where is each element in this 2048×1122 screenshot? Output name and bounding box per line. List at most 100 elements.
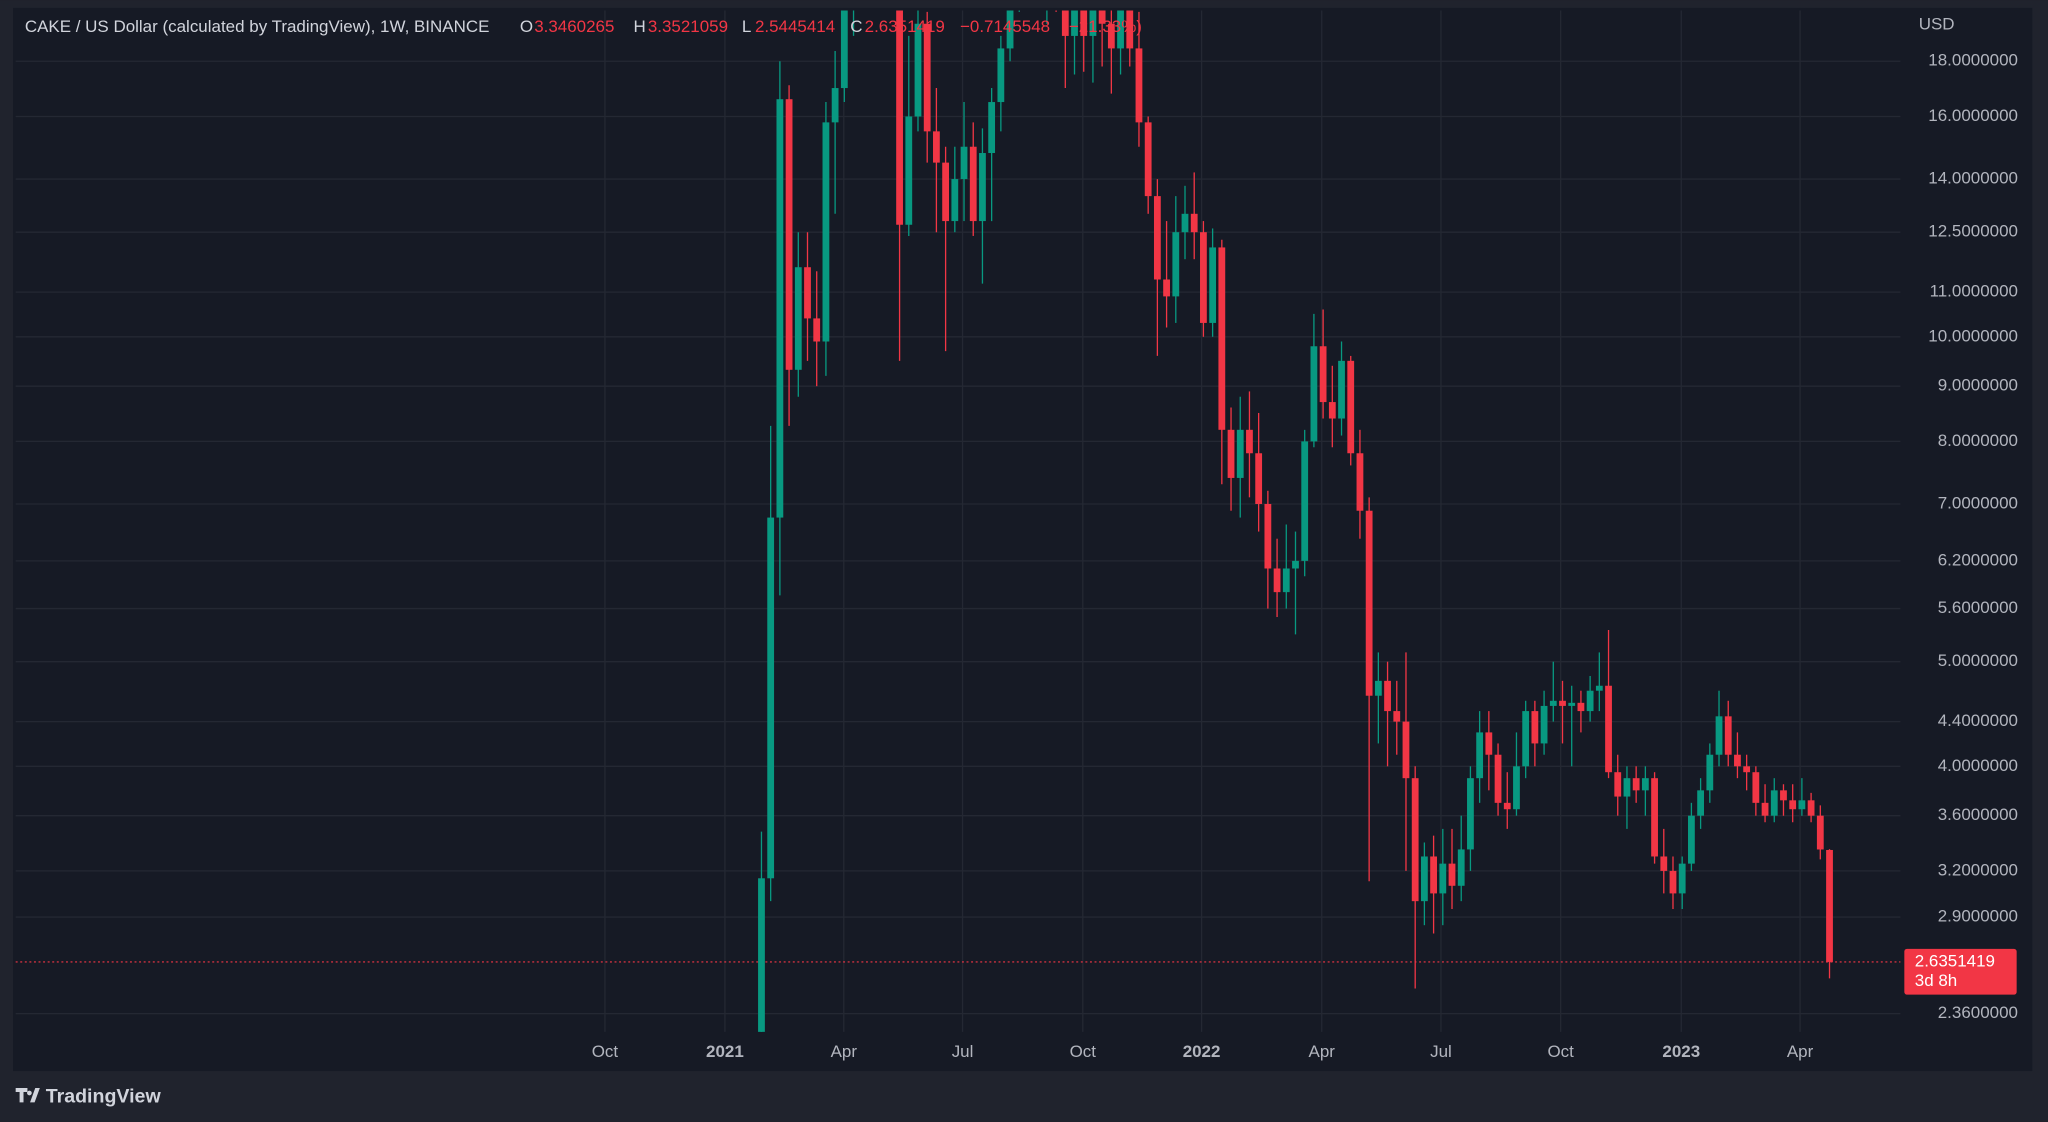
candle-body — [1798, 800, 1806, 810]
header: CAKE / US Dollar (calculated by TradingV… — [25, 17, 1142, 36]
y-tick-label: 3.6000000 — [1938, 805, 2018, 824]
currency-label: USD — [1919, 14, 1955, 33]
candle-body — [1577, 702, 1585, 712]
candle-body — [822, 122, 830, 342]
legend-open: 3.3460265 — [534, 17, 614, 36]
candle-body — [942, 162, 950, 222]
y-tick-label: 3.2000000 — [1938, 860, 2018, 879]
y-tick-label: 5.0000000 — [1938, 651, 2018, 670]
y-tick-label: 6.2000000 — [1938, 550, 2018, 569]
candle-body — [1227, 429, 1235, 478]
candle-body — [1549, 700, 1557, 706]
candle-body — [1807, 800, 1815, 816]
candle-body — [1697, 790, 1705, 816]
y-tick-label: 2.3600000 — [1938, 1003, 2018, 1022]
candle-body — [1678, 863, 1686, 894]
y-tick-label: 11.0000000 — [1930, 282, 2018, 301]
logo-icon — [15, 1088, 40, 1103]
y-tick-label: 9.0000000 — [1938, 376, 2018, 395]
candle-body — [1513, 766, 1520, 810]
y-tick-label: 4.4000000 — [1938, 711, 2018, 730]
candle-body — [1319, 346, 1327, 403]
candle-body — [1365, 510, 1373, 696]
candle-body — [1246, 429, 1253, 454]
last-price-box — [1904, 948, 2017, 995]
candle-body — [1347, 360, 1355, 454]
candle-body — [1476, 732, 1484, 779]
candle-body — [1411, 778, 1419, 902]
candle-body — [1153, 196, 1161, 280]
y-tick-label: 16.0000000 — [1928, 106, 2018, 125]
candle-body — [1688, 815, 1695, 864]
candle-body — [1734, 754, 1741, 767]
candle-body — [1181, 213, 1189, 233]
y-tick-label: 12.5000000 — [1928, 222, 2018, 241]
candle-body — [1089, 10, 1097, 36]
candle-body — [1218, 247, 1226, 430]
candle-body — [1531, 711, 1539, 744]
candle-body — [776, 99, 784, 518]
candle-body — [1071, 10, 1078, 36]
candle-body — [831, 88, 839, 123]
candle-body — [1623, 778, 1631, 797]
candle-body — [1467, 778, 1474, 850]
candle-body — [1586, 690, 1594, 712]
y-tick-label: 2.9000000 — [1938, 907, 2018, 926]
candle-body — [1743, 766, 1751, 773]
candle-body — [1144, 122, 1152, 197]
x-tick-label: 2022 — [1183, 1042, 1221, 1061]
candle-body — [905, 116, 913, 225]
candles — [758, 10, 1833, 1032]
candle-body — [1006, 10, 1014, 49]
candle-body — [1273, 568, 1281, 593]
candle-body — [1209, 247, 1217, 323]
candle-body — [758, 878, 765, 1032]
candle-body — [1439, 863, 1447, 894]
x-tick-label: Jul — [1430, 1042, 1452, 1061]
legend-high: 3.3521059 — [648, 17, 728, 36]
candle-body — [1126, 10, 1134, 49]
legend-change-percent: (−21.33%) — [1063, 17, 1142, 36]
legend-close: 2.6351419 — [865, 17, 945, 36]
candle-body — [1236, 429, 1244, 478]
candle-body — [1641, 778, 1649, 791]
candle-body — [767, 517, 775, 879]
logo-text: TradingView — [46, 1085, 162, 1107]
candle-body — [1107, 23, 1115, 49]
legend-label: O — [520, 17, 533, 36]
legend-label: L — [742, 17, 751, 36]
candle-body — [1200, 232, 1207, 323]
candle-body — [1816, 815, 1824, 850]
candle-body — [1117, 10, 1124, 49]
candle-body — [997, 48, 1005, 103]
candle-body — [1752, 772, 1760, 803]
candle-body — [1568, 702, 1576, 706]
candle-body — [1540, 705, 1548, 744]
candle-body — [1328, 402, 1336, 419]
candle-body — [1374, 680, 1382, 696]
candle-body — [1614, 772, 1622, 797]
candle-body — [1660, 856, 1668, 871]
legend-label: H — [633, 17, 645, 36]
x-tick-label: Apr — [831, 1042, 858, 1061]
candle-body — [1384, 680, 1391, 712]
candle-body — [1255, 453, 1263, 504]
x-tick-label: 2021 — [706, 1042, 744, 1061]
candle-body — [1135, 48, 1143, 123]
candle-body — [1595, 685, 1603, 691]
axes: USD 18.0000000 16.0000000 14.0000000 12.500… — [592, 14, 2018, 1061]
candle-body — [1457, 849, 1465, 886]
x-tick-label: Apr — [1309, 1042, 1336, 1061]
candle-body — [1190, 213, 1198, 233]
candle-body — [1485, 732, 1493, 755]
candle-body — [1789, 800, 1797, 810]
candle-body — [1770, 790, 1778, 816]
y-tick-label: 8.0000000 — [1938, 431, 2018, 450]
candle-body — [896, 10, 903, 225]
candle-body — [1264, 503, 1272, 569]
candle-body — [1706, 754, 1714, 791]
candle-body — [1715, 716, 1723, 755]
legend-label: C — [850, 17, 862, 36]
candle-body — [1494, 754, 1502, 803]
